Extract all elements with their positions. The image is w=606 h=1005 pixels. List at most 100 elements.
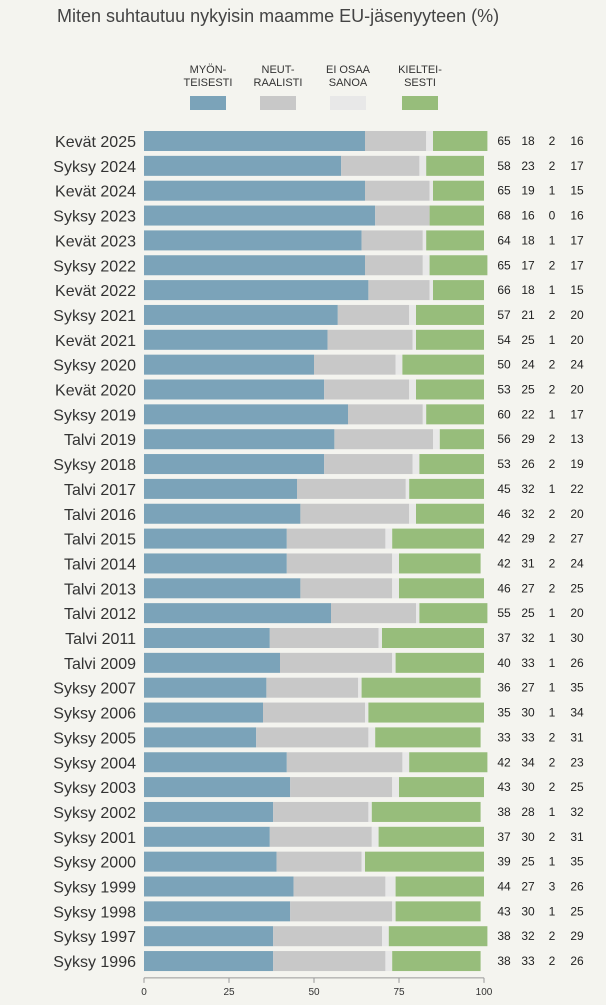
data-label-positive: 65 [497, 134, 511, 148]
data-label-positive: 68 [497, 209, 511, 223]
data-label-negative: 22 [570, 482, 584, 496]
bar-segment-negative [426, 230, 484, 251]
bar-segment-neutral [361, 230, 423, 251]
bar-segment-negative [429, 205, 484, 226]
bar-segment-negative [429, 255, 488, 276]
data-label-negative: 35 [570, 681, 584, 695]
bar-segment-dont-know [385, 951, 393, 972]
category-label: Kevät 2024 [55, 184, 136, 201]
data-label-negative: 15 [570, 283, 584, 297]
bar-segment-dont-know [426, 131, 433, 151]
bar-segment-negative [399, 578, 484, 599]
bar-segment-neutral [256, 727, 369, 748]
bar-segment-neutral [273, 951, 386, 972]
bar-segment-positive [144, 280, 369, 301]
bar-segment-neutral [290, 901, 393, 922]
bar-segment-negative [361, 677, 481, 698]
data-label-positive: 33 [497, 730, 511, 744]
data-label-neutral: 33 [521, 954, 535, 968]
data-label-positive: 43 [497, 904, 511, 918]
bar-segment-neutral [365, 255, 423, 276]
data-label-positive: 46 [497, 581, 511, 595]
bar-segment-dont-know [422, 230, 427, 251]
category-label: Syksy 2020 [53, 358, 136, 375]
category-label: Syksy 2003 [53, 780, 136, 797]
x-tick-label: 50 [308, 987, 320, 998]
data-label-neutral: 30 [521, 780, 535, 794]
data-label-dont-know: 2 [549, 457, 556, 471]
data-label-dont-know: 2 [549, 159, 556, 173]
data-label-neutral: 29 [521, 432, 535, 446]
category-label: Syksy 2007 [53, 681, 136, 698]
category-label: Syksy 2023 [53, 209, 136, 226]
category-label: Talvi 2017 [64, 482, 136, 499]
bar-segment-dont-know [409, 503, 416, 524]
data-label-positive: 42 [497, 532, 511, 546]
bar-segment-neutral [269, 826, 372, 847]
category-label: Syksy 2006 [53, 706, 136, 723]
data-label-negative: 31 [570, 830, 584, 844]
data-label-neutral: 22 [521, 407, 535, 421]
bar-segment-positive [144, 131, 365, 151]
data-label-positive: 46 [497, 507, 511, 521]
bar-segment-positive [144, 230, 362, 251]
data-label-positive: 36 [497, 681, 511, 695]
legend-swatch-negative [402, 96, 438, 110]
data-label-neutral: 27 [521, 581, 535, 595]
bar-segment-dont-know [429, 180, 433, 201]
data-label-neutral: 30 [521, 904, 535, 918]
data-label-dont-know: 1 [549, 283, 556, 297]
data-label-positive: 53 [497, 457, 511, 471]
bar-segment-negative [419, 603, 488, 624]
category-label: Syksy 1996 [53, 954, 136, 971]
data-label-dont-know: 1 [549, 407, 556, 421]
bar-segment-positive [144, 205, 376, 226]
bar-segment-dont-know [402, 752, 410, 773]
bar-segment-neutral [348, 404, 423, 425]
bar-segment-negative [433, 280, 484, 301]
data-label-dont-know: 1 [549, 606, 556, 620]
data-label-dont-know: 2 [549, 507, 556, 521]
data-label-neutral: 33 [521, 730, 535, 744]
data-label-negative: 27 [570, 532, 584, 546]
data-label-positive: 58 [497, 159, 511, 173]
data-label-dont-know: 2 [549, 258, 556, 272]
bar-segment-neutral [276, 851, 362, 872]
data-label-neutral: 34 [521, 755, 535, 769]
data-label-negative: 26 [570, 656, 584, 670]
x-tick-label: 25 [223, 987, 235, 998]
data-label-negative: 20 [570, 308, 584, 322]
data-label-positive: 66 [497, 283, 511, 297]
bar-segment-negative [433, 131, 488, 151]
category-label: Talvi 2014 [64, 556, 136, 573]
data-label-negative: 17 [570, 258, 584, 272]
data-label-positive: 42 [497, 755, 511, 769]
data-label-positive: 55 [497, 606, 511, 620]
data-label-positive: 56 [497, 432, 511, 446]
legend-swatch-positive [190, 96, 226, 110]
data-label-neutral: 30 [521, 830, 535, 844]
data-label-positive: 42 [497, 556, 511, 570]
data-label-negative: 17 [570, 407, 584, 421]
data-label-positive: 45 [497, 482, 511, 496]
data-label-dont-know: 2 [549, 954, 556, 968]
data-label-neutral: 25 [521, 855, 535, 869]
bar-segment-dont-know [429, 280, 433, 301]
bar-segment-neutral [324, 379, 410, 400]
category-label: Syksy 2004 [53, 755, 136, 772]
bar-segment-dont-know [422, 404, 427, 425]
data-label-negative: 20 [570, 333, 584, 347]
x-tick-label: 0 [141, 987, 147, 998]
bar-segment-neutral [314, 354, 396, 375]
data-label-dont-know: 1 [549, 233, 556, 247]
bar-segment-dont-know [365, 702, 369, 723]
data-label-positive: 65 [497, 184, 511, 198]
data-label-dont-know: 1 [549, 805, 556, 819]
data-label-negative: 17 [570, 159, 584, 173]
data-label-negative: 24 [570, 556, 584, 570]
data-label-neutral: 23 [521, 159, 535, 173]
bar-segment-positive [144, 304, 338, 325]
data-label-positive: 38 [497, 954, 511, 968]
bar-segment-dont-know [392, 901, 396, 922]
x-tick-label: 75 [393, 987, 405, 998]
